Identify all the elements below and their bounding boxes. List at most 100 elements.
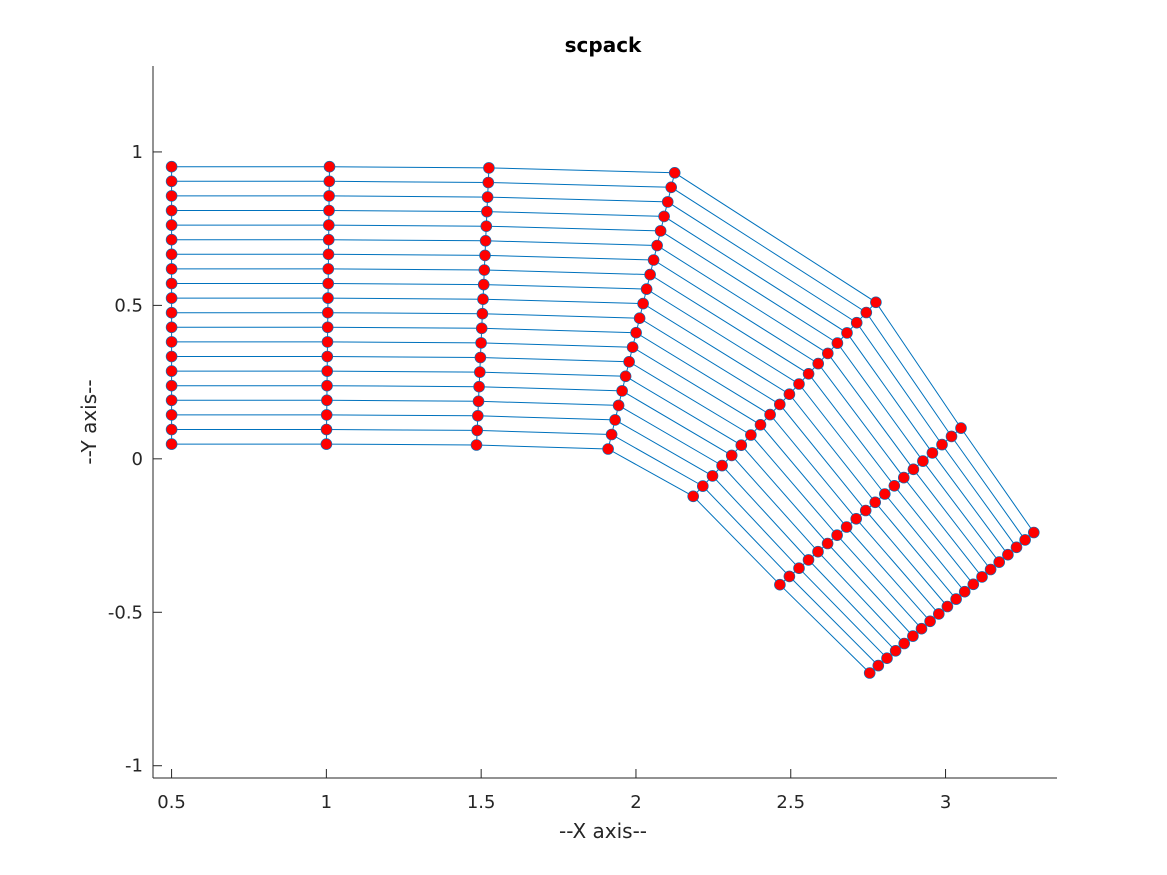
data-point-marker [165, 365, 178, 377]
data-point-marker [754, 418, 767, 431]
data-point-marker [878, 488, 891, 500]
data-point-marker [320, 423, 333, 436]
data-point-marker [165, 248, 178, 261]
data-point-marker [165, 190, 178, 202]
y-tick-label: 1 [132, 142, 143, 163]
data-point-marker [321, 394, 333, 407]
data-point-marker [623, 355, 635, 368]
data-point-marker [165, 233, 178, 246]
data-point-marker [1002, 548, 1014, 561]
data-point-marker [165, 175, 178, 188]
data-point-marker [831, 529, 843, 542]
data-point-marker [481, 191, 494, 203]
data-point-marker [644, 268, 656, 281]
data-point-marker [793, 378, 805, 390]
y-tick-label: -1 [125, 756, 143, 777]
data-point-marker [941, 600, 954, 613]
x-ticks: 0.5 1 1.5 2 2.5 3 [157, 769, 951, 813]
data-point-marker [802, 367, 815, 380]
data-point-marker [473, 366, 486, 378]
data-point-marker [869, 496, 882, 509]
data-point-marker [716, 459, 728, 472]
data-point-marker [165, 423, 178, 436]
data-point-marker [322, 233, 335, 246]
data-point-marker [605, 428, 618, 441]
data-point-marker [793, 562, 805, 575]
data-point-marker [321, 379, 333, 392]
data-point-marker [479, 235, 492, 247]
data-point-marker [323, 160, 336, 173]
data-point-marker [483, 162, 495, 174]
data-point-marker [661, 196, 674, 208]
data-point-marker [165, 263, 178, 275]
data-point-marker [1028, 526, 1040, 539]
data-point-marker [821, 347, 834, 360]
x-tick-label: 2 [630, 792, 641, 813]
data-point-marker [323, 204, 335, 217]
data-point-marker [482, 176, 495, 189]
data-point-marker [888, 479, 901, 492]
data-point-marker [165, 379, 178, 392]
data-point-marker [924, 615, 936, 628]
data-point-marker [602, 443, 614, 455]
y-tick-label: -0.5 [108, 602, 143, 623]
data-point-marker [958, 585, 971, 598]
data-point-marker [640, 283, 653, 295]
axes: 0.5 1 1.5 2 2.5 3 -1 -0.5 0 0.5 1 [108, 66, 1057, 813]
data-point-marker [950, 593, 962, 605]
data-point-marker [165, 394, 178, 407]
plot-markers [165, 160, 1040, 679]
data-point-marker [725, 449, 738, 462]
data-point-marker [322, 263, 335, 275]
data-point-marker [850, 316, 863, 329]
data-point-marker [859, 504, 872, 517]
chart-title: scpack [565, 33, 642, 57]
data-point-marker [633, 312, 646, 325]
data-point-marker [774, 578, 786, 591]
data-point-marker [1019, 534, 1031, 546]
data-point-marker [165, 409, 178, 421]
data-point-marker [897, 471, 910, 484]
data-point-marker [165, 321, 178, 334]
data-point-marker [870, 296, 882, 309]
data-point-marker [889, 644, 902, 657]
data-point-marker [945, 430, 958, 443]
data-point-marker [320, 438, 333, 450]
data-point-marker [651, 239, 663, 252]
data-point-marker [658, 210, 670, 223]
data-point-marker [993, 556, 1006, 568]
data-point-marker [687, 490, 700, 503]
data-point-marker [907, 463, 920, 476]
data-point-marker [165, 160, 178, 173]
data-point-marker [841, 327, 853, 339]
data-point-marker [471, 424, 484, 437]
x-axis-label: --X axis-- [559, 819, 647, 843]
data-point-marker [831, 337, 844, 349]
data-point-marker [321, 321, 334, 334]
data-point-marker [473, 380, 485, 393]
data-point-marker [480, 220, 493, 232]
data-point-marker [812, 545, 824, 558]
data-point-marker [706, 470, 719, 482]
data-point-marker [630, 326, 642, 339]
data-point-marker [668, 167, 681, 179]
data-point-marker [323, 175, 336, 188]
data-point-marker [654, 225, 667, 237]
data-point-marker [476, 307, 489, 320]
data-point-marker [321, 365, 334, 377]
data-point-marker [898, 637, 911, 650]
data-point-marker [321, 306, 334, 319]
data-point-marker [967, 578, 980, 591]
data-point-marker [932, 608, 945, 620]
data-point-marker [165, 277, 178, 290]
data-point-marker [165, 336, 178, 348]
data-point-marker [773, 398, 786, 411]
data-point-marker [472, 395, 485, 408]
y-axis-label: --Y axis-- [77, 379, 101, 464]
data-point-marker [475, 337, 487, 349]
data-point-marker [321, 336, 334, 348]
data-point-marker [850, 512, 863, 525]
x-tick-label: 2.5 [776, 792, 805, 813]
